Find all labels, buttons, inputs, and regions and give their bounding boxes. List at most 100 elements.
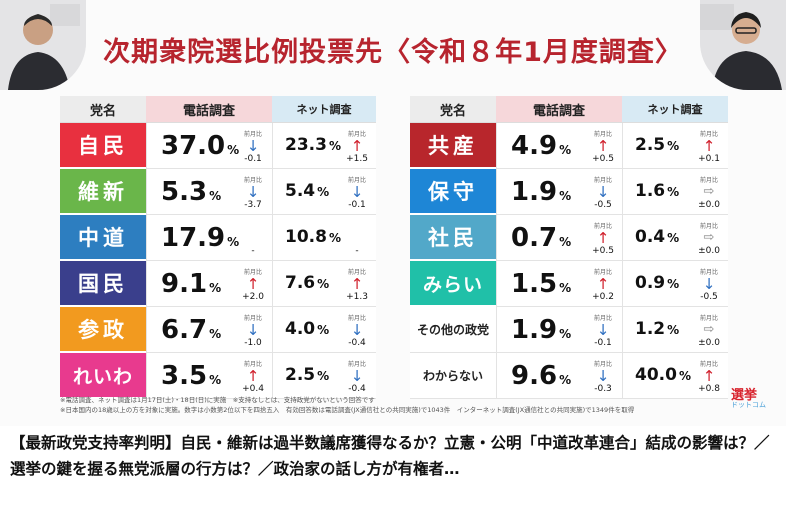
arrow-up-icon: ↑	[702, 367, 716, 385]
header-net: ネット調査	[272, 96, 376, 123]
video-caption[interactable]: 【最新政党支持率判明】自民・維新は過半数議席獲得なるか？立憲・公明「中道改革連合…	[10, 434, 770, 478]
arrow-up-icon: ↑	[596, 137, 610, 155]
prev-month-label: 前月比	[347, 269, 366, 276]
logo-sub: ドットコム	[731, 401, 766, 409]
phone-value: 9.6	[511, 361, 558, 391]
table-row: 社民 0.7% 前月比 ↑ +0.5 0.4% 前月比 ⇨ ±0.0	[410, 215, 728, 261]
change-value: ±0.0	[698, 200, 720, 210]
header-phone: 電話調査	[496, 96, 622, 123]
percent-sign: %	[559, 327, 572, 341]
change-indicator: 前月比 ↑ +0.2	[590, 268, 616, 302]
change-value: +0.4	[242, 384, 264, 394]
change-indicator: 前月比 ⇨ ±0.0	[696, 314, 722, 348]
net-value-cell: 0.9% 前月比 ↓ -0.5	[622, 261, 728, 307]
presenter-video-left	[0, 0, 86, 90]
percent-sign: %	[209, 327, 222, 341]
arrow-down-icon: ↓	[596, 321, 610, 339]
prev-month-label: 前月比	[699, 269, 718, 276]
party-name: 維新	[60, 169, 146, 215]
net-value-cell: 2.5% 前月比 ↑ +0.1	[622, 123, 728, 169]
phone-value-cell: 1.5% 前月比 ↑ +0.2	[496, 261, 622, 307]
arrow-down-icon: ↓	[246, 183, 260, 201]
percent-sign: %	[227, 235, 240, 249]
percent-sign: %	[317, 369, 330, 383]
table-row: 共産 4.9% 前月比 ↑ +0.5 2.5% 前月比 ↑ +0.1	[410, 123, 728, 169]
prev-month-label: 前月比	[699, 131, 718, 138]
phone-value-cell: 9.1% 前月比 ↑ +2.0	[146, 261, 272, 307]
net-value: 0.9	[635, 273, 666, 293]
percent-sign: %	[317, 323, 330, 337]
change-value: +0.1	[698, 154, 720, 164]
change-value: -0.5	[594, 200, 612, 210]
phone-value: 17.9	[161, 223, 226, 253]
party-name: 参政	[60, 307, 146, 353]
change-value: -0.4	[348, 338, 366, 348]
net-value-cell: 2.5% 前月比 ↓ -0.4	[272, 353, 376, 399]
net-value: 5.4	[285, 181, 316, 201]
change-value: -	[251, 246, 255, 256]
arrow-down-icon: ↓	[246, 137, 260, 155]
net-value: 0.4	[635, 227, 666, 247]
prev-month-label: 前月比	[593, 131, 612, 138]
phone-value-cell: 5.3% 前月比 ↓ -3.7	[146, 169, 272, 215]
change-indicator: 前月比 ⇨ ±0.0	[696, 176, 722, 210]
prev-month-label: 前月比	[593, 177, 612, 184]
net-value: 40.0	[635, 365, 677, 385]
percent-sign: %	[667, 231, 680, 245]
prev-month-label: 前月比	[347, 177, 366, 184]
percent-sign: %	[667, 323, 680, 337]
prev-month-label: 前月比	[347, 315, 366, 322]
chart-title: 次期衆院選比例投票先〈令和８年1月度調査〉	[103, 37, 683, 68]
party-name: 中道	[60, 215, 146, 261]
party-name: わからない	[410, 353, 496, 399]
prev-month-label: 前月比	[347, 131, 366, 138]
change-value: +2.0	[242, 292, 264, 302]
net-value: 1.2	[635, 319, 666, 339]
phone-value-cell: 1.9% 前月比 ↓ -0.5	[496, 169, 622, 215]
percent-sign: %	[667, 185, 680, 199]
net-value-cell: 4.0% 前月比 ↓ -0.4	[272, 307, 376, 353]
phone-value: 37.0	[161, 131, 226, 161]
percent-sign: %	[559, 281, 572, 295]
phone-value: 1.9	[511, 177, 558, 207]
table-row: 参政 6.7% 前月比 ↓ -1.0 4.0% 前月比 ↓ -0.4	[60, 307, 376, 353]
arrow-up-icon: ↑	[350, 137, 364, 155]
change-indicator: 前月比 ↓ -0.4	[344, 360, 370, 394]
change-value: +1.5	[346, 154, 368, 164]
net-value-cell: 1.6% 前月比 ⇨ ±0.0	[622, 169, 728, 215]
percent-sign: %	[317, 277, 330, 291]
presenter-video-right	[700, 0, 786, 90]
header-party: 党名	[60, 96, 146, 123]
table-row: 中道 17.9% - 10.8% -	[60, 215, 376, 261]
phone-value-cell: 4.9% 前月比 ↑ +0.5	[496, 123, 622, 169]
prev-month-label: 前月比	[699, 315, 718, 322]
arrow-right-icon: ⇨	[703, 322, 715, 337]
arrow-down-icon: ↓	[350, 183, 364, 201]
percent-sign: %	[328, 139, 341, 153]
change-indicator: 前月比 ↓ -0.5	[590, 176, 616, 210]
change-value: ±0.0	[698, 338, 720, 348]
net-value: 2.5	[285, 365, 316, 385]
video-frame[interactable]: 次期衆院選比例投票先〈令和８年1月度調査〉 党名 電話調査 ネット調査 自民 37…	[0, 0, 786, 426]
prev-month-label: 前月比	[593, 269, 612, 276]
net-value-cell: 10.8% -	[272, 215, 376, 261]
change-indicator: 前月比 ↓ -0.1	[590, 314, 616, 348]
arrow-up-icon: ↑	[246, 367, 260, 385]
phone-value: 6.7	[161, 315, 208, 345]
change-value: -1.0	[244, 338, 262, 348]
phone-value: 9.1	[161, 269, 208, 299]
party-name: 国民	[60, 261, 146, 307]
net-value: 7.6	[285, 273, 316, 293]
change-indicator: 前月比 ↓ -3.7	[240, 176, 266, 210]
prev-month-label: 前月比	[243, 131, 262, 138]
change-indicator: 前月比 ⇨ ±0.0	[696, 222, 722, 256]
change-indicator: 前月比 ↓ -0.1	[344, 176, 370, 210]
table-row: 保守 1.9% 前月比 ↓ -0.5 1.6% 前月比 ⇨ ±0.0	[410, 169, 728, 215]
prev-month-label: 前月比	[593, 315, 612, 322]
table-row: わからない 9.6% 前月比 ↓ -0.3 40.0% 前月比 ↑ +0.8	[410, 353, 728, 399]
header-party: 党名	[410, 96, 496, 123]
change-indicator: 前月比 ↓ -0.5	[696, 268, 722, 302]
net-value: 2.5	[635, 135, 666, 155]
prev-month-label: 前月比	[699, 361, 718, 368]
percent-sign: %	[209, 373, 222, 387]
